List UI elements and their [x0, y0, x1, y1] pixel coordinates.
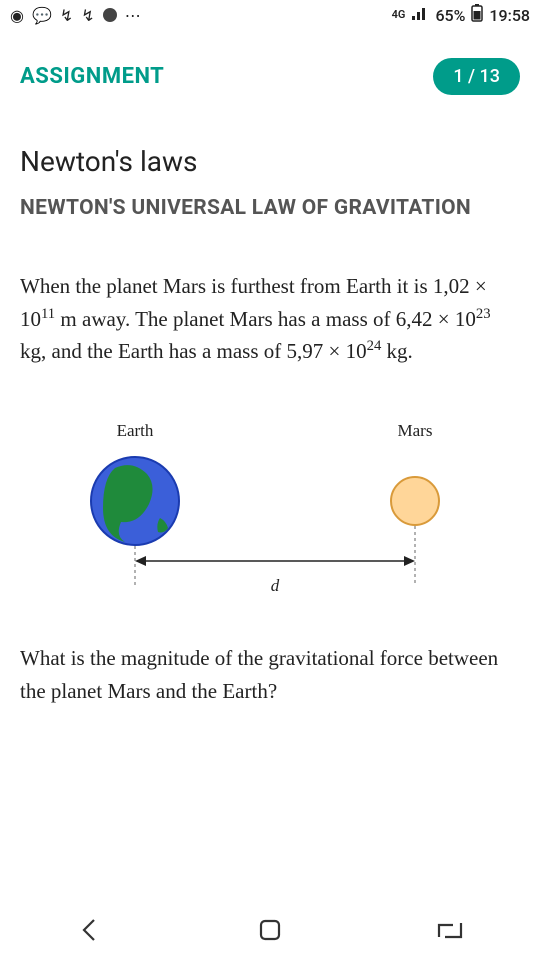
back-button[interactable]: [30, 905, 150, 955]
recents-button[interactable]: [390, 905, 510, 955]
status-bar: ◉ 💬 ↯ ↯ ⋯ 4G 65% 19:58: [0, 0, 540, 30]
text-part: .: [408, 339, 413, 363]
battery-icon: [471, 4, 483, 26]
content: Newton's laws NEWTON'S UNIVERSAL LAW OF …: [0, 105, 540, 707]
network-label: 4G: [392, 10, 406, 20]
battery-pct: 65%: [435, 6, 465, 25]
whatsapp-icon: 💬: [32, 6, 52, 25]
topic-heading: Newton's laws: [20, 145, 520, 178]
call-icon: ↯: [60, 6, 73, 25]
distance-label: d: [271, 576, 280, 595]
play-icon: ◉: [10, 6, 24, 25]
mars-planet: [391, 477, 439, 525]
header: ASSIGNMENT 1 / 13: [0, 30, 540, 105]
page-title: ASSIGNMENT: [20, 64, 164, 89]
text-part: When the planet Mars is furthest from Ea…: [20, 274, 433, 298]
earth-label: Earth: [117, 421, 154, 440]
clock-time: 19:58: [489, 6, 530, 25]
home-button[interactable]: [210, 905, 330, 955]
diagram: Earth Mars d: [20, 406, 520, 606]
home-icon: [257, 917, 283, 943]
recents-icon: [435, 917, 465, 943]
text-part: away. The planet Mars has a mass of: [77, 307, 396, 331]
section-subtitle: NEWTON'S UNIVERSAL LAW OF GRAVITATION: [20, 194, 520, 222]
question-text: What is the magnitude of the gravitation…: [20, 642, 520, 707]
android-nav-bar: [0, 900, 540, 960]
value-earth-mass: 5,97 × 1024 kg: [287, 339, 408, 363]
signal-icon: [411, 6, 429, 25]
problem-text: When the planet Mars is furthest from Ea…: [20, 270, 520, 368]
mars-label: Mars: [398, 421, 433, 440]
status-left-icons: ◉ 💬 ↯ ↯ ⋯: [10, 6, 141, 25]
text-part: , and the Earth has a mass of: [41, 339, 287, 363]
question-counter[interactable]: 1 / 13: [433, 58, 520, 95]
back-icon: [76, 916, 104, 944]
status-right: 4G 65% 19:58: [392, 4, 530, 26]
more-icon: ⋯: [125, 6, 141, 25]
call2-icon: ↯: [81, 6, 94, 25]
arrow-right-icon: [404, 556, 415, 566]
dot-icon: [103, 8, 117, 22]
arrow-left-icon: [135, 556, 146, 566]
